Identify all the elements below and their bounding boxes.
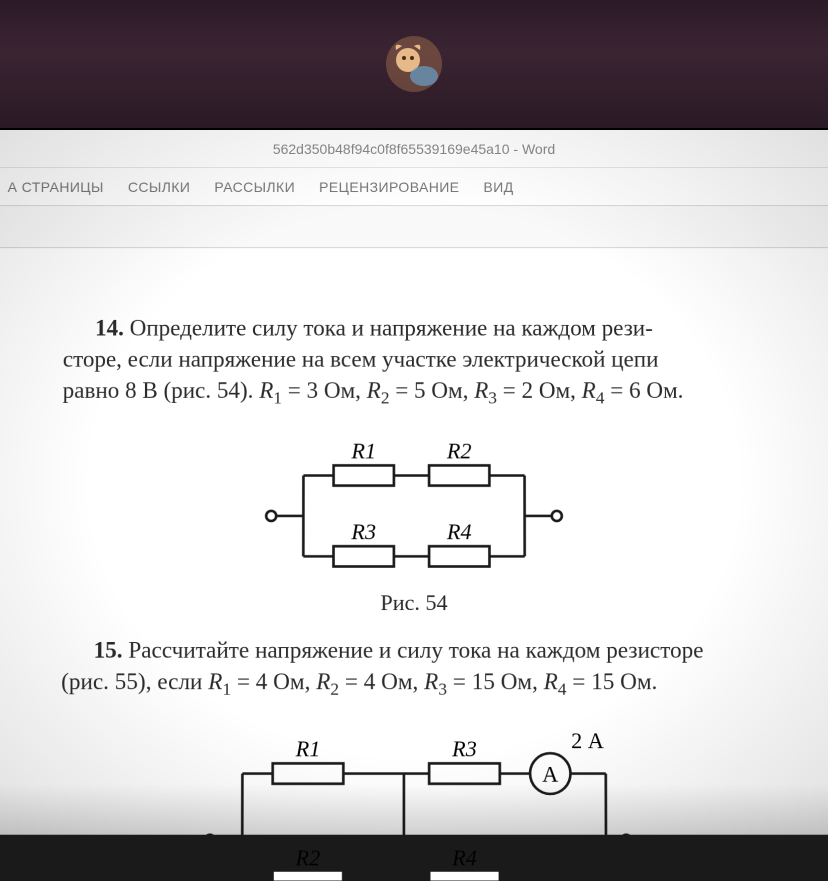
r4-sym: R — [582, 378, 596, 403]
circuit54-r2-label: R2 — [446, 438, 472, 463]
r2-eq: = 5 Ом, — [389, 378, 474, 403]
circuit55-r3-label: R3 — [451, 736, 477, 761]
circuit-55: R1 R3 2 А А R2 R4 — [192, 718, 637, 881]
window-titlebar: 562d350b48f94c0f8f65539169e45a10 - Word — [0, 130, 828, 168]
problem-14-text: 14. Определите силу тока и напряжение на… — [63, 312, 766, 410]
p15-r2-eq: = 4 Ом, — [339, 669, 424, 694]
circuit55-r1-label: R1 — [295, 736, 321, 761]
tab-references[interactable]: ССЫЛКИ — [128, 179, 191, 195]
desktop-mascot-icon — [382, 32, 446, 96]
p15-r1-eq: = 4 Ом, — [231, 669, 316, 694]
problem-15-line1: Рассчитайте напряжение и силу тока на ка… — [128, 637, 703, 662]
p15-r4-eq: = 15 Ом. — [566, 669, 657, 694]
problem-15-text: 15. Рассчитайте напряжение и силу тока н… — [61, 634, 767, 701]
p15-r1-sub: 1 — [222, 680, 231, 699]
ribbon-body — [0, 206, 828, 248]
p15-r2-sym: R — [316, 669, 330, 694]
circuit-54-caption: Рис. 54 — [253, 590, 575, 616]
tab-review[interactable]: РЕЦЕНЗИРОВАНИЕ — [319, 179, 459, 195]
r4-sub: 4 — [596, 388, 605, 407]
r3-eq: = 2 Ом, — [497, 378, 582, 403]
r2-sub: 2 — [381, 388, 390, 407]
circuit-54: R1 R2 R3 R4 Рис. 54 — [253, 430, 575, 616]
circuit55-amp-symbol: А — [542, 761, 558, 786]
ribbon-tabs: А СТРАНИЦЫ ССЫЛКИ РАССЫЛКИ РЕЦЕНЗИРОВАНИ… — [0, 168, 828, 206]
tab-mailings[interactable]: РАССЫЛКИ — [214, 179, 295, 195]
circuit55-r2-label: R2 — [295, 845, 321, 871]
p15-r1-sym: R — [208, 669, 222, 694]
circuit-55-svg: R1 R3 2 А А R2 R4 — [192, 718, 637, 881]
problem-15-line2a: (рис. 55), если — [61, 669, 208, 694]
problem-14-line1: Определите силу тока и напряжение на каж… — [130, 315, 653, 340]
p15-r3-sub: 3 — [438, 680, 447, 699]
circuit54-r3-label: R3 — [350, 519, 376, 544]
circuit54-r1-label: R1 — [350, 438, 376, 463]
r3-sub: 3 — [488, 388, 497, 407]
r1-sym: R — [259, 378, 273, 403]
r4-eq: = 6 Ом. — [604, 378, 683, 403]
circuit-54-svg: R1 R2 R3 R4 — [253, 430, 575, 582]
r1-sub: 1 — [273, 388, 282, 407]
problem-14-line2: сторе, если напряжение на всем участке э… — [63, 347, 659, 372]
problem-14-line3a: равно 8 В (рис. 54). — [63, 378, 260, 403]
circuit55-amp-value: 2 А — [571, 728, 604, 753]
p15-r3-sym: R — [424, 669, 438, 694]
p15-r4-sym: R — [544, 669, 558, 694]
window-title: 562d350b48f94c0f8f65539169e45a10 - Word — [273, 140, 555, 156]
p15-r2-sub: 2 — [330, 680, 339, 699]
problem-15-number: 15. — [94, 637, 123, 662]
problem-14-number: 14. — [95, 315, 124, 340]
r3-sym: R — [474, 378, 488, 403]
r2-sym: R — [367, 378, 381, 403]
screen-area: 562d350b48f94c0f8f65539169e45a10 - Word … — [0, 130, 828, 835]
p15-r3-eq: = 15 Ом, — [447, 669, 544, 694]
circuit54-r4-label: R4 — [446, 519, 472, 544]
document-page: 14. Определите силу тока и напряжение на… — [0, 248, 828, 835]
circuit55-r4-label: R4 — [451, 845, 477, 871]
monitor-bezel — [0, 0, 828, 130]
r1-eq: = 3 Ом, — [282, 378, 367, 403]
tab-page-layout[interactable]: А СТРАНИЦЫ — [8, 179, 104, 195]
tab-view[interactable]: ВИД — [483, 179, 513, 195]
